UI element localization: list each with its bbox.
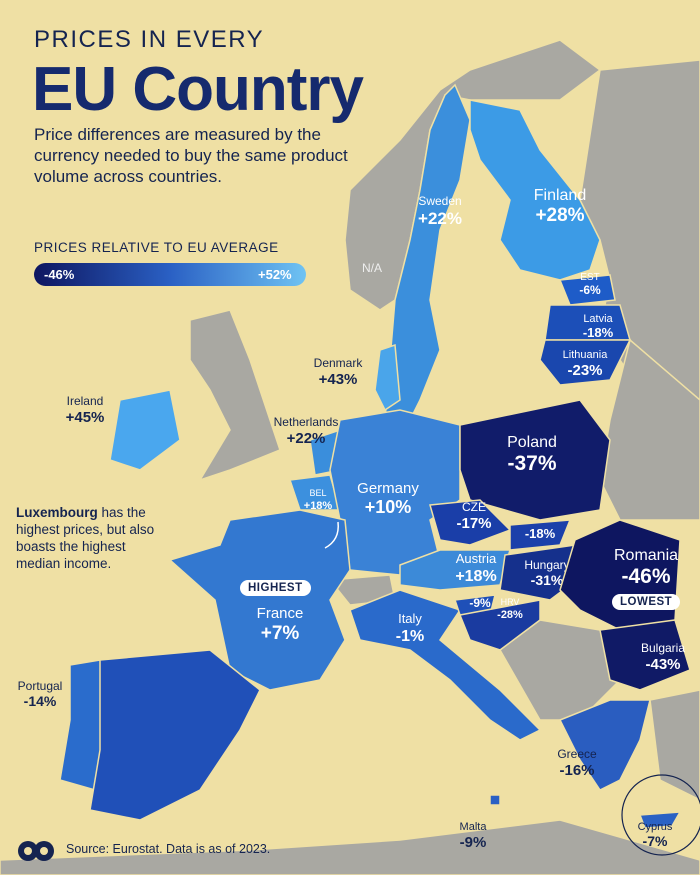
country-name: Italy [398,611,422,626]
country-value: -16% [559,762,594,779]
legend-min: -46% [44,267,75,282]
legend-title: PRICES RELATIVE TO EU AVERAGE [34,240,279,255]
country-value: +28% [535,205,584,226]
non-eu-land [649,689,700,801]
country-value: +43% [319,371,358,388]
country-value: -37% [507,452,556,475]
cyprus-circle [621,774,700,856]
non-eu-land [0,819,700,875]
na-label: N/A [362,261,383,275]
non-eu-land [189,309,281,482]
country-shape [168,509,351,691]
subtitle: Price differences are measured by the cu… [34,125,348,186]
country-name: Lithuania [563,349,609,361]
country-value: -7% [643,833,668,849]
country-value: -28% [497,609,523,621]
country-value: -9% [460,834,487,851]
country-shape [489,794,501,806]
country-value: -18% [583,325,614,340]
country-name: Germany [357,480,419,497]
country-shape [374,343,401,412]
country-shape [558,274,616,306]
country-name: Austria [456,551,497,566]
country-value: -23% [567,362,602,379]
country-value: -43% [645,656,680,673]
annotation: Luxembourg has the highest prices, but a… [16,504,166,572]
source: Source: Eurostat. Data is as of 2023. [66,842,271,856]
country-name: Poland [507,434,557,451]
country-value: -14% [24,693,57,709]
country-shape [89,649,261,821]
country-name: Romania [614,547,678,564]
country-shape [599,619,691,691]
country-name: Bulgaria [641,641,685,655]
country-name: BEL [309,488,326,498]
logo [18,841,54,861]
country-shape [539,339,632,386]
country-value: +10% [365,497,412,517]
country-value: +18% [304,500,333,512]
country-name: Portugal [18,679,63,693]
country-value: -31% [531,572,564,588]
country-value: -18% [525,526,556,541]
country-shape [458,599,541,651]
country-name: France [257,605,304,622]
country-value: -17% [456,515,491,532]
country-name: Greece [557,747,597,761]
badge-highest: HIGHEST [240,580,311,596]
country-value: +22% [287,430,326,447]
country-shape [459,399,611,521]
country-value: +18% [455,568,496,585]
country-name: Finland [534,187,586,204]
title: EU Country [32,55,364,124]
country-name: EST [580,272,599,283]
country-name: Latvia [583,313,613,325]
country-shape [638,811,682,829]
legend-max: +52% [258,267,292,282]
legend-bar [34,263,306,286]
country-name: Sweden [418,194,461,208]
country-name: Ireland [67,394,104,408]
country-shape [109,389,181,471]
country-shape [349,589,542,741]
country-shape [509,519,572,551]
country-shape [558,699,651,791]
country-name: Cyprus [638,821,673,833]
country-value: -1% [396,628,424,645]
kicker: PRICES IN EVERY [34,26,265,53]
country-value: -9% [469,596,491,610]
country-name: CZE [462,500,486,514]
country-name: Denmark [314,356,364,370]
country-shape [429,499,512,546]
annotation-bold: Luxembourg [16,505,98,520]
country-name: Netherlands [274,415,339,429]
country-name: HRV [501,597,520,607]
country-value: +22% [418,209,462,228]
country-value: -46% [621,565,670,588]
badge-lowest: LOWEST [612,594,681,610]
lux-arrow [324,521,339,549]
country-value: -6% [579,283,601,297]
annotation-text: has the highest prices, but also boasts … [16,505,155,571]
country-value: +7% [261,623,300,644]
country-name: Malta [460,821,488,833]
country-value: +45% [66,409,105,426]
country-name: Hungary [524,558,569,572]
